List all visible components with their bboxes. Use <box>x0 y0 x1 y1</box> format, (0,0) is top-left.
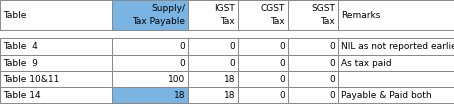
Bar <box>238 38 288 55</box>
Bar <box>0 55 112 71</box>
Text: NIL as not reported earlier: NIL as not reported earlier <box>341 42 454 51</box>
Text: Table 10&11: Table 10&11 <box>3 74 59 83</box>
Bar <box>188 38 238 55</box>
Bar <box>288 0 338 30</box>
Text: 0: 0 <box>279 91 285 100</box>
Bar <box>288 55 338 71</box>
Bar <box>288 38 338 55</box>
Bar <box>188 87 238 103</box>
Text: SGST: SGST <box>311 4 335 13</box>
Bar <box>112 55 188 71</box>
Text: 0: 0 <box>279 59 285 68</box>
Bar <box>112 71 188 87</box>
Text: 0: 0 <box>279 74 285 83</box>
Text: Table  4: Table 4 <box>3 42 38 51</box>
Text: Tax: Tax <box>270 17 285 26</box>
Bar <box>338 38 454 55</box>
Text: 0: 0 <box>179 42 185 51</box>
Bar <box>338 87 454 103</box>
Text: 0: 0 <box>329 59 335 68</box>
Bar <box>112 87 188 103</box>
Text: Tax Payable: Tax Payable <box>132 17 185 26</box>
Text: 0: 0 <box>229 59 235 68</box>
Bar <box>238 71 288 87</box>
Text: 100: 100 <box>168 74 185 83</box>
Text: Remarks: Remarks <box>341 10 380 19</box>
Text: 0: 0 <box>329 74 335 83</box>
Text: 0: 0 <box>229 42 235 51</box>
Text: Table: Table <box>3 10 26 19</box>
Text: Tax: Tax <box>220 17 235 26</box>
Bar <box>188 71 238 87</box>
Text: 18: 18 <box>223 91 235 100</box>
Bar <box>338 71 454 87</box>
Text: 18: 18 <box>173 91 185 100</box>
Bar <box>288 71 338 87</box>
Text: Table  9: Table 9 <box>3 59 38 68</box>
Text: Payable & Paid both: Payable & Paid both <box>341 91 432 100</box>
Text: Tax: Tax <box>320 17 335 26</box>
Text: Table 14: Table 14 <box>3 91 40 100</box>
Text: 0: 0 <box>179 59 185 68</box>
Text: Supply/: Supply/ <box>151 4 185 13</box>
Bar <box>238 87 288 103</box>
Bar <box>288 87 338 103</box>
Bar <box>338 55 454 71</box>
Text: CGST: CGST <box>261 4 285 13</box>
Bar <box>0 87 112 103</box>
Text: 0: 0 <box>279 42 285 51</box>
Text: IGST: IGST <box>214 4 235 13</box>
Bar <box>188 0 238 30</box>
Text: As tax paid: As tax paid <box>341 59 392 68</box>
Bar <box>112 0 188 30</box>
Text: 18: 18 <box>223 74 235 83</box>
Bar <box>0 71 112 87</box>
Bar <box>338 0 454 30</box>
Bar <box>0 0 112 30</box>
Bar <box>238 0 288 30</box>
Bar <box>0 38 112 55</box>
Bar <box>188 55 238 71</box>
Bar <box>112 38 188 55</box>
Bar <box>238 55 288 71</box>
Text: 0: 0 <box>329 42 335 51</box>
Text: 0: 0 <box>329 91 335 100</box>
